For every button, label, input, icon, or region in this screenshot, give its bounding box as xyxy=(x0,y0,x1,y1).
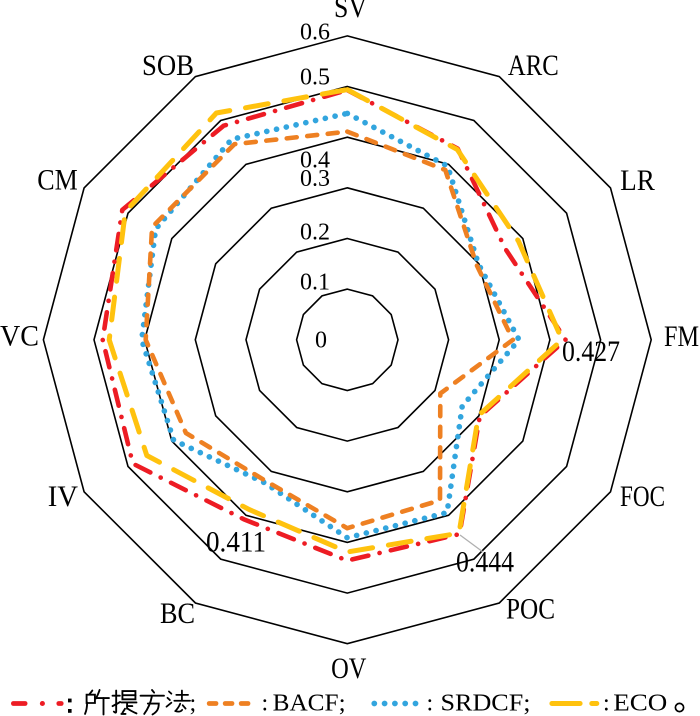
svg-text:ARC: ARC xyxy=(508,49,559,82)
svg-text:VC: VC xyxy=(0,320,39,353)
svg-text:0.3: 0.3 xyxy=(300,166,330,192)
svg-text:SOB: SOB xyxy=(142,49,194,82)
svg-text:CM: CM xyxy=(37,164,78,197)
svg-text:0: 0 xyxy=(315,328,327,354)
svg-text:FOC: FOC xyxy=(620,480,665,513)
svg-text:0.1: 0.1 xyxy=(300,270,330,296)
svg-text:0.6: 0.6 xyxy=(300,20,330,46)
svg-text::: : xyxy=(262,691,269,716)
svg-text:SRDCF;: SRDCF; xyxy=(441,691,531,716)
svg-text:0.4: 0.4 xyxy=(300,148,330,174)
svg-text:FM: FM xyxy=(664,320,699,353)
svg-text::: : xyxy=(427,691,434,716)
svg-text:OV: OV xyxy=(331,652,367,685)
svg-text:0.2: 0.2 xyxy=(300,220,330,246)
svg-text:POC: POC xyxy=(506,593,555,626)
svg-text:0.411: 0.411 xyxy=(206,526,266,559)
svg-text:LR: LR xyxy=(620,164,655,197)
svg-text:0.444: 0.444 xyxy=(456,546,514,579)
svg-text:SV: SV xyxy=(334,0,367,24)
svg-text:IV: IV xyxy=(48,480,79,513)
svg-text:ECO: ECO xyxy=(613,691,667,716)
svg-text:BACF;: BACF; xyxy=(273,691,346,716)
svg-text::: : xyxy=(603,691,610,716)
svg-text:BC: BC xyxy=(160,597,195,630)
svg-text:0.5: 0.5 xyxy=(300,65,330,91)
svg-text:0.427: 0.427 xyxy=(562,335,620,368)
svg-text:;: ; xyxy=(190,691,197,716)
